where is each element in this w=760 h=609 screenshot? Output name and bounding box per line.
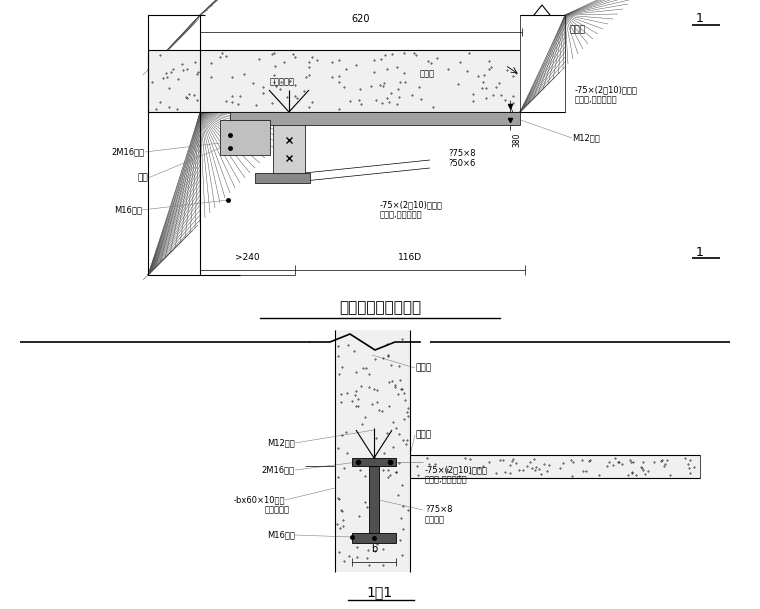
Text: 梁式阳台支架法加固: 梁式阳台支架法加固 — [339, 300, 421, 315]
Bar — [148, 50, 565, 112]
Text: 1－1: 1－1 — [367, 585, 393, 599]
Bar — [148, 15, 200, 70]
Bar — [369, 466, 379, 535]
Bar — [148, 112, 200, 275]
Text: ?75×8: ?75×8 — [448, 149, 476, 158]
Text: ?50×6: ?50×6 — [448, 158, 475, 167]
Text: >240: >240 — [235, 253, 260, 262]
Text: 2M16螺栓: 2M16螺栓 — [112, 147, 145, 157]
Text: 栏板墙: 栏板墙 — [569, 26, 585, 35]
Bar — [335, 330, 410, 572]
Text: 1: 1 — [696, 245, 704, 258]
Text: M16螺栓: M16螺栓 — [267, 530, 295, 540]
Text: 顶紧后,与角钢焊接: 顶紧后,与角钢焊接 — [575, 96, 618, 105]
Bar — [148, 15, 200, 70]
Text: 380: 380 — [512, 133, 521, 147]
Text: -75×(2～10)钢板楔: -75×(2～10)钢板楔 — [575, 85, 638, 94]
Text: M16螺栓: M16螺栓 — [114, 205, 142, 214]
Bar — [148, 112, 200, 275]
Bar — [230, 112, 520, 125]
Text: 顶紧后,与角钢焊接: 顶紧后,与角钢焊接 — [425, 476, 467, 485]
Text: M12锚栓: M12锚栓 — [572, 133, 600, 143]
Text: 镣板: 镣板 — [138, 174, 148, 183]
Bar — [520, 15, 565, 112]
Bar — [352, 458, 396, 466]
Bar — [273, 112, 305, 175]
Text: -bx60×10钢板: -bx60×10钢板 — [233, 496, 285, 504]
Bar — [352, 533, 396, 543]
Text: b: b — [371, 544, 377, 554]
Text: M12锚栓: M12锚栓 — [268, 438, 295, 448]
Bar — [255, 173, 310, 183]
Text: 悬挑梁: 悬挑梁 — [420, 69, 435, 79]
Text: 悬挑梁: 悬挑梁 — [415, 431, 431, 440]
Text: -75×(2～10)钢板楔: -75×(2～10)钢板楔 — [425, 465, 488, 474]
Text: 座乳胶水泥: 座乳胶水泥 — [270, 77, 295, 86]
Text: 栏板墙: 栏板墙 — [415, 364, 431, 373]
Text: 2M16螺栓: 2M16螺栓 — [262, 465, 295, 474]
Text: 116D: 116D — [398, 253, 422, 262]
Text: 1: 1 — [696, 12, 704, 24]
Bar — [520, 15, 565, 112]
Text: -75×(2～10)钢板楔: -75×(2～10)钢板楔 — [380, 200, 443, 209]
Text: 620: 620 — [352, 14, 370, 24]
Bar — [220, 120, 270, 155]
Text: 与角钢焊接: 与角钢焊接 — [265, 505, 290, 515]
Text: 後比焊接: 後比焊接 — [425, 515, 445, 524]
Text: ?75×8: ?75×8 — [425, 505, 452, 515]
Text: 顶紧后,与角钢焊接: 顶紧后,与角钢焊接 — [380, 211, 423, 219]
Bar — [410, 455, 700, 478]
